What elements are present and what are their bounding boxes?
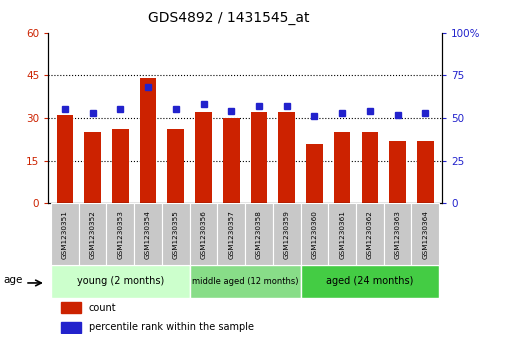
Bar (306, 144, 323, 203)
Bar (189, 203, 217, 265)
Text: GSM1230352: GSM1230352 (89, 210, 96, 258)
Text: count: count (89, 303, 116, 313)
Bar (301, 203, 328, 265)
Bar (84, 132, 101, 203)
Text: GSM1230354: GSM1230354 (145, 210, 151, 258)
Bar (112, 129, 129, 203)
Bar (278, 112, 295, 203)
Text: GSM1230355: GSM1230355 (173, 210, 179, 258)
Bar (334, 132, 351, 203)
Bar (51, 203, 79, 265)
Bar (134, 203, 162, 265)
Text: GSM1230361: GSM1230361 (339, 210, 345, 258)
Bar (195, 112, 212, 203)
Bar (61, 322, 81, 333)
Bar (61, 302, 81, 313)
Text: GDS4892 / 1431545_at: GDS4892 / 1431545_at (148, 11, 309, 25)
Bar (51, 265, 189, 298)
Bar (245, 203, 273, 265)
Text: young (2 months): young (2 months) (77, 276, 164, 286)
Text: GSM1230359: GSM1230359 (283, 210, 290, 258)
Bar (356, 203, 384, 265)
Text: percentile rank within the sample: percentile rank within the sample (89, 322, 254, 333)
Text: GSM1230363: GSM1230363 (395, 210, 401, 258)
Text: GSM1230357: GSM1230357 (228, 210, 234, 258)
Bar (389, 141, 406, 203)
Bar (56, 115, 73, 203)
Bar (162, 203, 189, 265)
Bar (107, 203, 134, 265)
Bar (168, 129, 184, 203)
Text: GSM1230351: GSM1230351 (62, 210, 68, 258)
Text: GSM1230356: GSM1230356 (201, 210, 207, 258)
Text: GSM1230360: GSM1230360 (311, 210, 318, 258)
Text: GSM1230358: GSM1230358 (256, 210, 262, 258)
Bar (384, 203, 411, 265)
Bar (411, 203, 439, 265)
Bar (140, 78, 156, 203)
Bar (328, 203, 356, 265)
Text: GSM1230362: GSM1230362 (367, 210, 373, 258)
Bar (273, 203, 301, 265)
Bar (301, 265, 439, 298)
Bar (189, 265, 301, 298)
Bar (250, 112, 267, 203)
Text: GSM1230353: GSM1230353 (117, 210, 123, 258)
Bar (223, 118, 240, 203)
Text: middle aged (12 months): middle aged (12 months) (192, 277, 298, 286)
Text: age: age (4, 275, 23, 285)
Bar (362, 132, 378, 203)
Bar (417, 141, 434, 203)
Text: aged (24 months): aged (24 months) (326, 276, 414, 286)
Bar (217, 203, 245, 265)
Text: GSM1230364: GSM1230364 (422, 210, 428, 258)
Bar (79, 203, 107, 265)
